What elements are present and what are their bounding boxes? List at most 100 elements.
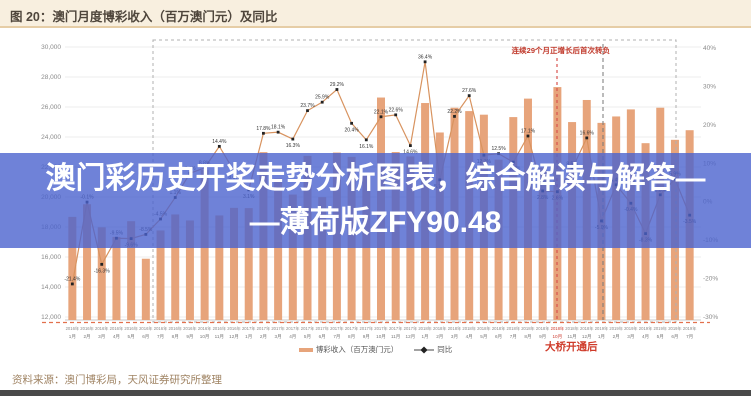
svg-text:8月: 8月 — [348, 334, 355, 340]
svg-text:12月: 12月 — [229, 334, 239, 340]
svg-text:5月: 5月 — [128, 334, 135, 340]
svg-text:2016年: 2016年 — [66, 325, 80, 332]
revenue-bar — [171, 214, 180, 320]
watermark-line2: —薄荷版ZFY90.48 — [249, 205, 502, 239]
svg-text:2018年: 2018年 — [462, 325, 476, 332]
svg-text:2018年: 2018年 — [492, 325, 506, 332]
svg-text:14,000: 14,000 — [41, 284, 61, 291]
svg-text:2017年: 2017年 — [360, 325, 374, 332]
yoy-marker — [453, 114, 456, 118]
revenue-bar — [141, 258, 150, 320]
svg-text:16.3%: 16.3% — [286, 143, 301, 149]
svg-text:2017年: 2017年 — [301, 325, 315, 332]
svg-text:2019年: 2019年 — [624, 325, 638, 332]
svg-text:3月: 3月 — [627, 334, 634, 340]
svg-text:11月: 11月 — [215, 334, 224, 340]
svg-text:2018年: 2018年 — [433, 325, 447, 332]
svg-text:6月: 6月 — [495, 334, 502, 340]
svg-text:20.4%: 20.4% — [345, 127, 360, 133]
svg-text:2016年: 2016年 — [198, 325, 212, 332]
svg-text:2017年: 2017年 — [315, 325, 329, 332]
svg-text:2016年: 2016年 — [80, 325, 94, 332]
svg-text:8月: 8月 — [172, 334, 179, 340]
svg-text:12,000: 12,000 — [41, 314, 61, 321]
revenue-bar — [318, 197, 327, 320]
svg-text:5月: 5月 — [304, 334, 311, 340]
svg-text:27.6%: 27.6% — [462, 88, 477, 94]
legend-revenue-label: 博彩收入（百万澳门元） — [315, 345, 399, 354]
svg-text:25.9%: 25.9% — [315, 95, 330, 101]
yoy-marker — [350, 121, 354, 125]
revenue-bar — [127, 221, 136, 320]
svg-text:2017年: 2017年 — [345, 325, 359, 332]
svg-text:2月: 2月 — [613, 334, 620, 340]
revenue-bar — [97, 227, 106, 320]
svg-text:2018年: 2018年 — [477, 325, 491, 332]
svg-text:2016年: 2016年 — [227, 325, 241, 332]
svg-text:11月: 11月 — [391, 334, 400, 340]
svg-text:17.8%: 17.8% — [256, 126, 271, 132]
yoy-marker — [585, 136, 589, 140]
yoy-marker — [306, 109, 309, 113]
yoy-marker — [100, 262, 104, 266]
svg-text:2017年: 2017年 — [374, 325, 388, 332]
revenue-bar — [112, 236, 121, 320]
yoy-marker — [467, 94, 471, 98]
svg-text:16.1%: 16.1% — [359, 144, 374, 150]
svg-text:17.1%: 17.1% — [521, 128, 536, 134]
svg-text:6月: 6月 — [319, 334, 326, 340]
svg-text:2018年: 2018年 — [565, 325, 579, 332]
svg-text:2017年: 2017年 — [286, 325, 300, 332]
svg-text:8月: 8月 — [524, 334, 531, 340]
legend-yoy-label: 同比 — [437, 345, 453, 354]
svg-text:26,000: 26,000 — [41, 104, 61, 111]
bridge-open-label: 大桥开通后 — [545, 340, 598, 353]
yoy-swatch-icon — [414, 345, 435, 354]
svg-text:14.6%: 14.6% — [403, 150, 418, 156]
svg-text:4月: 4月 — [113, 334, 120, 340]
legend-item-yoy: 同比 — [414, 344, 452, 355]
yoy-marker — [262, 131, 265, 135]
svg-text:2017年: 2017年 — [330, 325, 344, 332]
legend-item-revenue: 博彩收入（百万澳门元） — [298, 344, 399, 355]
svg-text:2019年: 2019年 — [609, 325, 623, 332]
svg-text:1月: 1月 — [245, 334, 252, 340]
svg-text:7月: 7月 — [157, 334, 164, 340]
svg-text:2016年: 2016年 — [110, 325, 124, 332]
svg-text:2016年: 2016年 — [95, 325, 109, 332]
svg-text:30%: 30% — [703, 83, 716, 90]
chart-legend: 博彩收入（百万澳门元） 同比 — [0, 344, 751, 355]
svg-text:2月: 2月 — [260, 334, 267, 340]
svg-text:2019年: 2019年 — [639, 325, 653, 332]
svg-text:2019年: 2019年 — [653, 325, 667, 332]
yoy-marker — [291, 137, 295, 141]
svg-text:20%: 20% — [703, 122, 716, 129]
svg-text:2019年: 2019年 — [668, 325, 682, 332]
watermark-line1: 澳门彩历史开奖走势分析图表，综合解读与解答— — [45, 161, 706, 195]
svg-text:30,000: 30,000 — [41, 44, 61, 51]
revenue-bar — [288, 194, 297, 320]
svg-text:36.4%: 36.4% — [418, 54, 433, 60]
svg-text:2019年: 2019年 — [683, 325, 697, 332]
revenue-bar — [68, 216, 77, 320]
svg-text:2017年: 2017年 — [389, 325, 403, 332]
svg-text:10月: 10月 — [376, 334, 386, 340]
svg-text:5月: 5月 — [480, 334, 487, 340]
revenue-bar — [244, 208, 253, 320]
svg-text:11月: 11月 — [567, 334, 576, 340]
svg-text:-16.3%: -16.3% — [94, 268, 110, 274]
svg-text:18.1%: 18.1% — [271, 125, 286, 131]
yoy-marker — [70, 282, 74, 286]
svg-text:24,000: 24,000 — [41, 134, 61, 141]
svg-text:3月: 3月 — [451, 334, 458, 340]
svg-text:40%: 40% — [703, 45, 716, 52]
yoy-marker — [364, 138, 368, 142]
svg-text:6月: 6月 — [142, 334, 149, 340]
svg-text:23.7%: 23.7% — [300, 103, 315, 109]
yoy-marker — [526, 134, 530, 138]
svg-text:14.4%: 14.4% — [212, 139, 227, 145]
annotation-note: 连续29个月正增长后首次转负 — [512, 45, 611, 55]
svg-text:4月: 4月 — [466, 334, 473, 340]
svg-text:22.2%: 22.2% — [447, 109, 462, 115]
